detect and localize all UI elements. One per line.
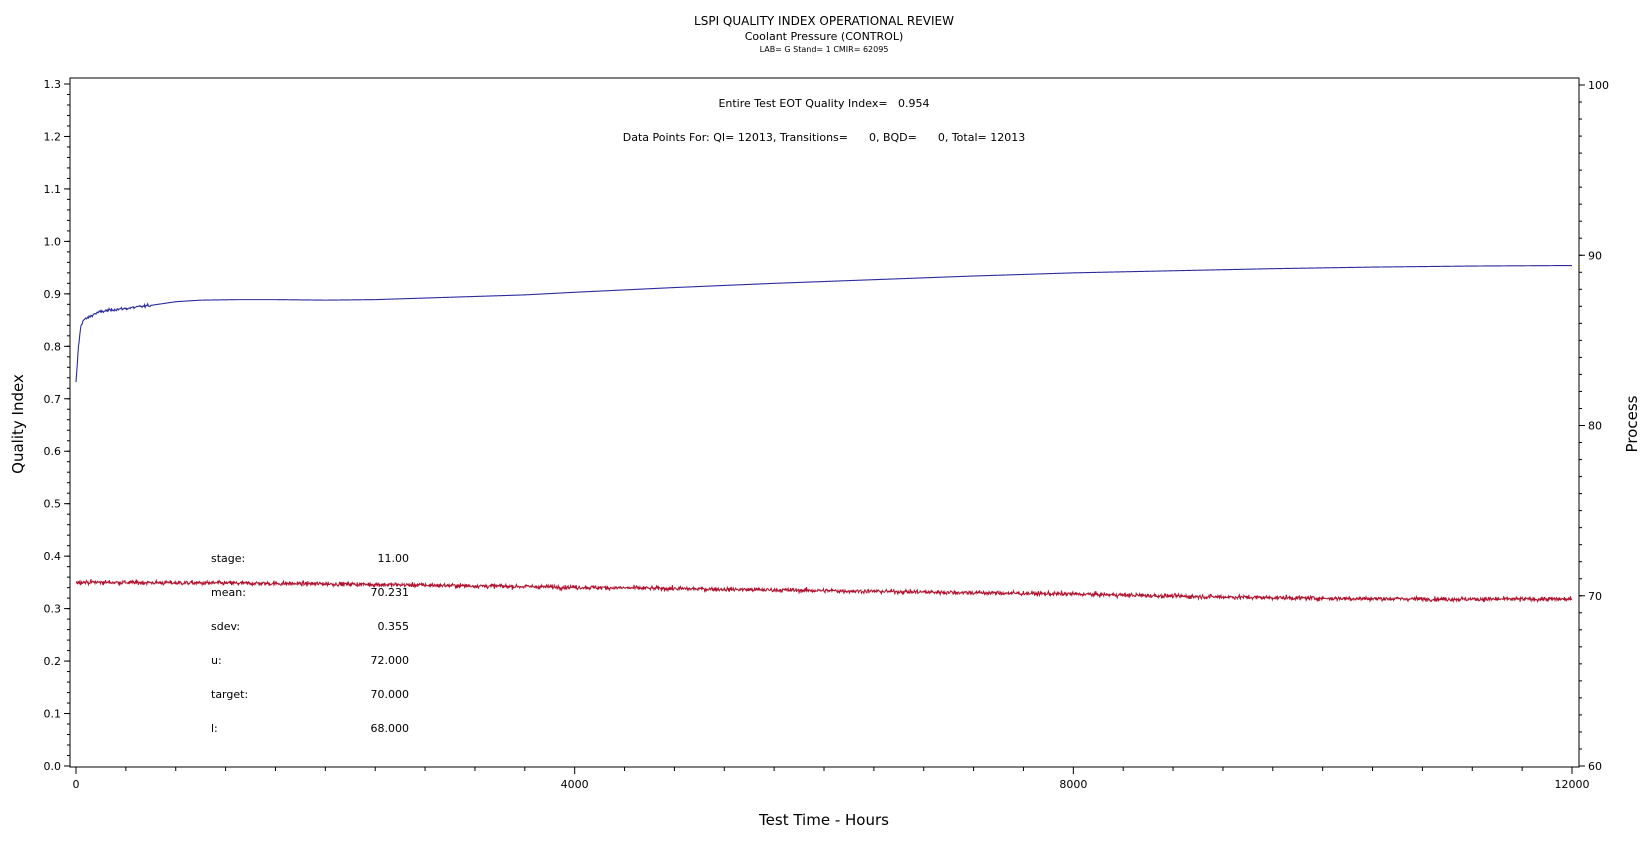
x-tick-label: 12000 bbox=[1555, 778, 1590, 791]
series-group bbox=[75, 264, 1573, 604]
stat-value: 68.000 bbox=[371, 722, 410, 735]
stat-label: stage: bbox=[211, 552, 245, 565]
stat-label: u: bbox=[211, 654, 222, 667]
stat-value: 72.000 bbox=[371, 654, 410, 667]
series-line-2 bbox=[75, 578, 1573, 604]
x-tick-label: 8000 bbox=[1059, 778, 1087, 791]
y-left-tick-label: 0.6 bbox=[44, 445, 62, 458]
y-left-tick-label: 1.3 bbox=[44, 78, 62, 91]
y-left-tick-label: 0.3 bbox=[44, 603, 62, 616]
y-axis-label-left: Quality Index bbox=[9, 374, 27, 474]
axis-ticks: 0 4000 8000 12000 0.0 0.1 0.2 0.3 0.4 0.5 0.6 0.7 0.… bbox=[44, 78, 1610, 791]
y-left-tick-label: 0.5 bbox=[44, 498, 62, 511]
stat-label: target: bbox=[211, 688, 248, 701]
y-left-tick-label: 0.4 bbox=[44, 550, 62, 563]
x-tick-label: 4000 bbox=[561, 778, 589, 791]
y-right-tick-label: 60 bbox=[1588, 760, 1602, 773]
y-left-tick-label: 0.7 bbox=[44, 393, 62, 406]
stat-label: mean: bbox=[211, 586, 246, 599]
y-right-tick-label: 90 bbox=[1588, 249, 1602, 262]
y-right-tick-label: 80 bbox=[1588, 420, 1602, 433]
y-left-tick-label: 0.0 bbox=[44, 760, 62, 773]
y-axis-label-right: Process bbox=[1623, 395, 1641, 452]
stat-label: l: bbox=[211, 722, 218, 735]
stat-value: 70.231 bbox=[371, 586, 410, 599]
y-left-tick-label: 1.2 bbox=[44, 130, 62, 143]
x-tick-label: 0 bbox=[73, 778, 80, 791]
y-left-tick-label: 1.0 bbox=[44, 235, 62, 248]
y-left-tick-label: 0.8 bbox=[44, 340, 62, 353]
stat-value: 11.00 bbox=[378, 552, 410, 565]
y-left-tick-label: 0.1 bbox=[44, 708, 62, 721]
plot-frame bbox=[69, 77, 1580, 768]
series-line-1 bbox=[75, 264, 1572, 383]
stats-block: stage: 11.00 mean: 70.231 sdev: 0.355 u: 72.000… bbox=[211, 552, 409, 735]
chart-subtitle: Coolant Pressure (CONTROL) bbox=[745, 30, 904, 43]
y-right-tick-label: 70 bbox=[1588, 590, 1602, 603]
quality-index-annotation: Entire Test EOT Quality Index= 0.954 bbox=[718, 97, 929, 110]
stat-value: 0.355 bbox=[378, 620, 410, 633]
y-left-tick-label: 0.2 bbox=[44, 655, 62, 668]
stat-value: 70.000 bbox=[371, 688, 410, 701]
chart-subsubtitle: LAB= G Stand= 1 CMIR= 62095 bbox=[760, 45, 889, 54]
y-left-tick-label: 0.9 bbox=[44, 288, 62, 301]
chart-title: LSPI QUALITY INDEX OPERATIONAL REVIEW bbox=[694, 14, 954, 28]
data-points-annotation: Data Points For: QI= 12013, Transitions=… bbox=[623, 131, 1025, 144]
y-right-tick-label: 100 bbox=[1588, 79, 1609, 92]
x-axis-label: Test Time - Hours bbox=[758, 811, 889, 829]
y-left-tick-label: 1.1 bbox=[44, 183, 62, 196]
stat-label: sdev: bbox=[211, 620, 240, 633]
